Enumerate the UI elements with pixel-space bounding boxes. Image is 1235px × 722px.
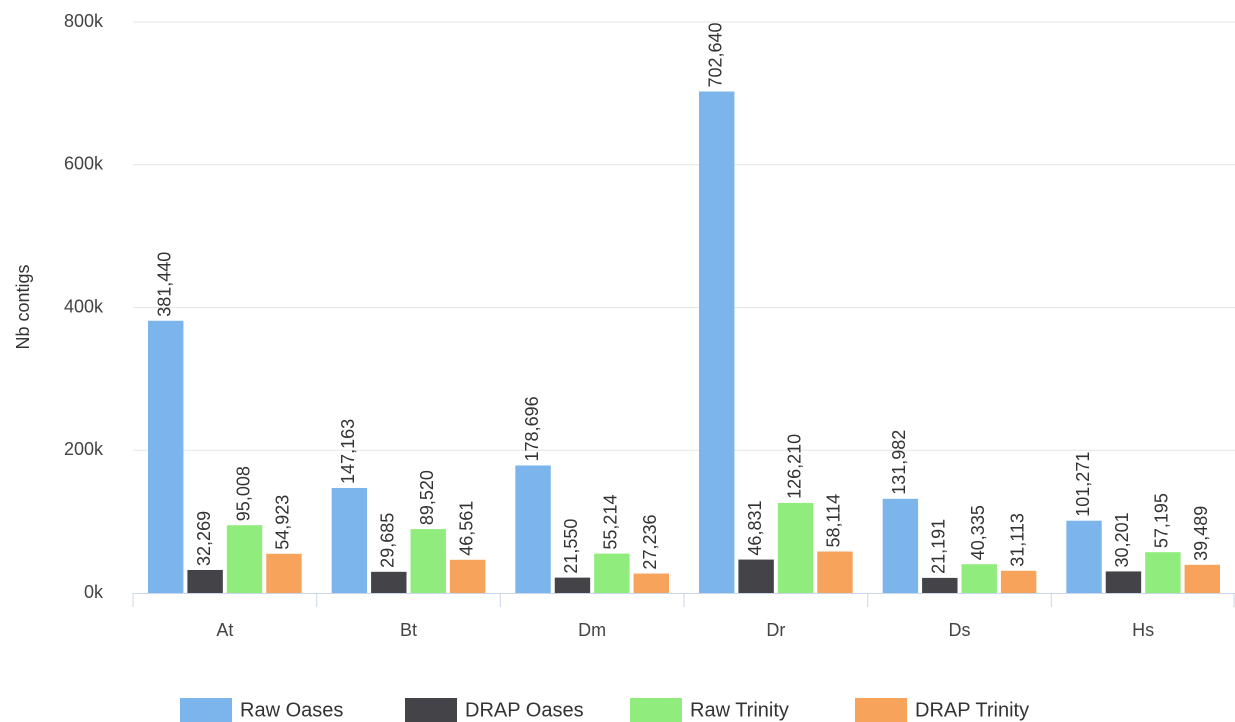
bar xyxy=(449,559,486,593)
data-label: 147,163 xyxy=(338,419,358,484)
y-tick-label: 800k xyxy=(64,11,104,31)
bar xyxy=(187,569,223,593)
data-label: 21,550 xyxy=(561,519,581,574)
data-label: 46,561 xyxy=(456,501,476,556)
data-label: 40,335 xyxy=(968,505,988,560)
y-axis-title: Nb contigs xyxy=(13,264,33,349)
bar xyxy=(594,553,630,593)
data-label: 29,685 xyxy=(378,513,398,568)
bar xyxy=(922,577,958,593)
y-tick-label: 600k xyxy=(64,154,104,174)
bar xyxy=(817,551,853,593)
legend-swatch xyxy=(405,698,457,722)
legend-swatch xyxy=(855,698,907,722)
legend-label: Raw Oases xyxy=(240,699,343,721)
bar xyxy=(554,577,591,593)
data-label: 31,113 xyxy=(1007,513,1027,567)
data-label: 32,269 xyxy=(194,511,214,566)
data-label: 381,440 xyxy=(154,252,174,317)
legend-swatch xyxy=(180,698,232,722)
data-label: 89,520 xyxy=(417,470,437,525)
bar xyxy=(148,320,184,593)
x-tick-label: Ds xyxy=(949,620,971,640)
bar xyxy=(410,529,446,593)
bar xyxy=(882,498,919,593)
y-tick-label: 200k xyxy=(64,439,104,459)
data-label: 58,114 xyxy=(824,494,844,548)
data-label: 21,191 xyxy=(929,519,949,574)
bar xyxy=(226,525,263,593)
data-label: 39,489 xyxy=(1191,506,1211,561)
bar xyxy=(371,571,407,593)
legend-label: Raw Trinity xyxy=(690,699,789,721)
data-label: 126,210 xyxy=(784,434,804,499)
x-tick-label: At xyxy=(216,620,233,640)
legend-label: DRAP Oases xyxy=(465,699,584,721)
data-label: 27,236 xyxy=(640,514,660,569)
bar xyxy=(1105,571,1142,593)
x-tick-label: Dr xyxy=(766,620,785,640)
data-label: 178,696 xyxy=(522,396,542,461)
bar xyxy=(961,564,997,593)
bar xyxy=(266,553,302,593)
legend-label: DRAP Trinity xyxy=(915,699,1029,721)
y-tick-label: 0k xyxy=(84,582,104,602)
data-label: 101,271 xyxy=(1073,452,1093,517)
x-tick-label: Hs xyxy=(1132,620,1154,640)
bar xyxy=(699,91,735,594)
data-label: 30,201 xyxy=(1112,512,1132,567)
bar xyxy=(331,487,368,593)
legend-swatch xyxy=(630,698,682,722)
data-label: 54,923 xyxy=(273,495,293,550)
data-label: 95,008 xyxy=(233,466,253,521)
bar xyxy=(1000,570,1037,593)
bar xyxy=(515,465,551,593)
x-tick-label: Dm xyxy=(578,620,606,640)
bar xyxy=(633,573,669,593)
data-label: 46,831 xyxy=(745,501,765,556)
x-tick-label: Bt xyxy=(400,620,417,640)
data-label: 55,214 xyxy=(601,495,621,550)
bar xyxy=(1184,564,1220,593)
data-label: 702,640 xyxy=(705,22,725,87)
bar xyxy=(1145,552,1181,593)
bar xyxy=(738,559,774,593)
bar xyxy=(777,502,814,593)
y-tick-label: 400k xyxy=(64,296,104,316)
bar xyxy=(1066,520,1102,593)
data-label: 57,195 xyxy=(1152,493,1172,548)
data-label: 131,982 xyxy=(889,430,909,495)
